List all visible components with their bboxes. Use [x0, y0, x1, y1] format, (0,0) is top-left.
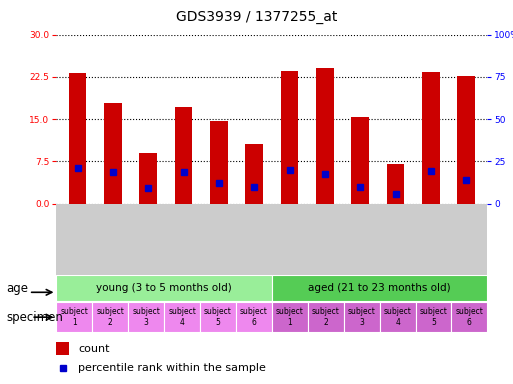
- Text: aged (21 to 23 months old): aged (21 to 23 months old): [308, 283, 451, 293]
- Text: subject
2: subject 2: [312, 308, 340, 327]
- Bar: [416, 302, 451, 332]
- Text: young (3 to 5 months old): young (3 to 5 months old): [96, 283, 232, 293]
- Bar: [200, 302, 236, 332]
- Bar: [351, 118, 369, 204]
- Bar: [56, 302, 92, 332]
- Bar: [92, 302, 128, 332]
- Bar: [281, 71, 299, 204]
- Text: subject
2: subject 2: [96, 308, 124, 327]
- Text: count: count: [78, 344, 109, 354]
- Text: subject
5: subject 5: [420, 308, 447, 327]
- Bar: [210, 121, 228, 204]
- Text: subject
6: subject 6: [240, 308, 268, 327]
- Text: subject
4: subject 4: [168, 308, 196, 327]
- Text: subject
3: subject 3: [348, 308, 376, 327]
- Text: subject
1: subject 1: [276, 308, 304, 327]
- Bar: [272, 302, 308, 332]
- Bar: [272, 275, 487, 301]
- Bar: [69, 73, 87, 204]
- Bar: [387, 164, 404, 204]
- Text: age: age: [6, 282, 28, 295]
- Bar: [422, 72, 440, 204]
- Text: subject
1: subject 1: [61, 308, 88, 327]
- Bar: [175, 107, 192, 204]
- Text: subject
4: subject 4: [384, 308, 411, 327]
- Bar: [56, 275, 272, 301]
- Bar: [56, 342, 69, 355]
- Text: subject
3: subject 3: [132, 308, 160, 327]
- Bar: [140, 153, 157, 204]
- Bar: [451, 302, 487, 332]
- Bar: [128, 302, 164, 332]
- Text: GDS3939 / 1377255_at: GDS3939 / 1377255_at: [176, 10, 337, 23]
- Bar: [104, 103, 122, 204]
- Text: subject
5: subject 5: [204, 308, 232, 327]
- Bar: [316, 68, 333, 204]
- Bar: [457, 76, 475, 204]
- Text: specimen: specimen: [6, 311, 63, 324]
- Bar: [344, 302, 380, 332]
- Bar: [380, 302, 416, 332]
- Bar: [308, 302, 344, 332]
- Text: percentile rank within the sample: percentile rank within the sample: [78, 363, 266, 373]
- Bar: [245, 144, 263, 204]
- Bar: [164, 302, 200, 332]
- Bar: [236, 302, 272, 332]
- Text: subject
6: subject 6: [456, 308, 483, 327]
